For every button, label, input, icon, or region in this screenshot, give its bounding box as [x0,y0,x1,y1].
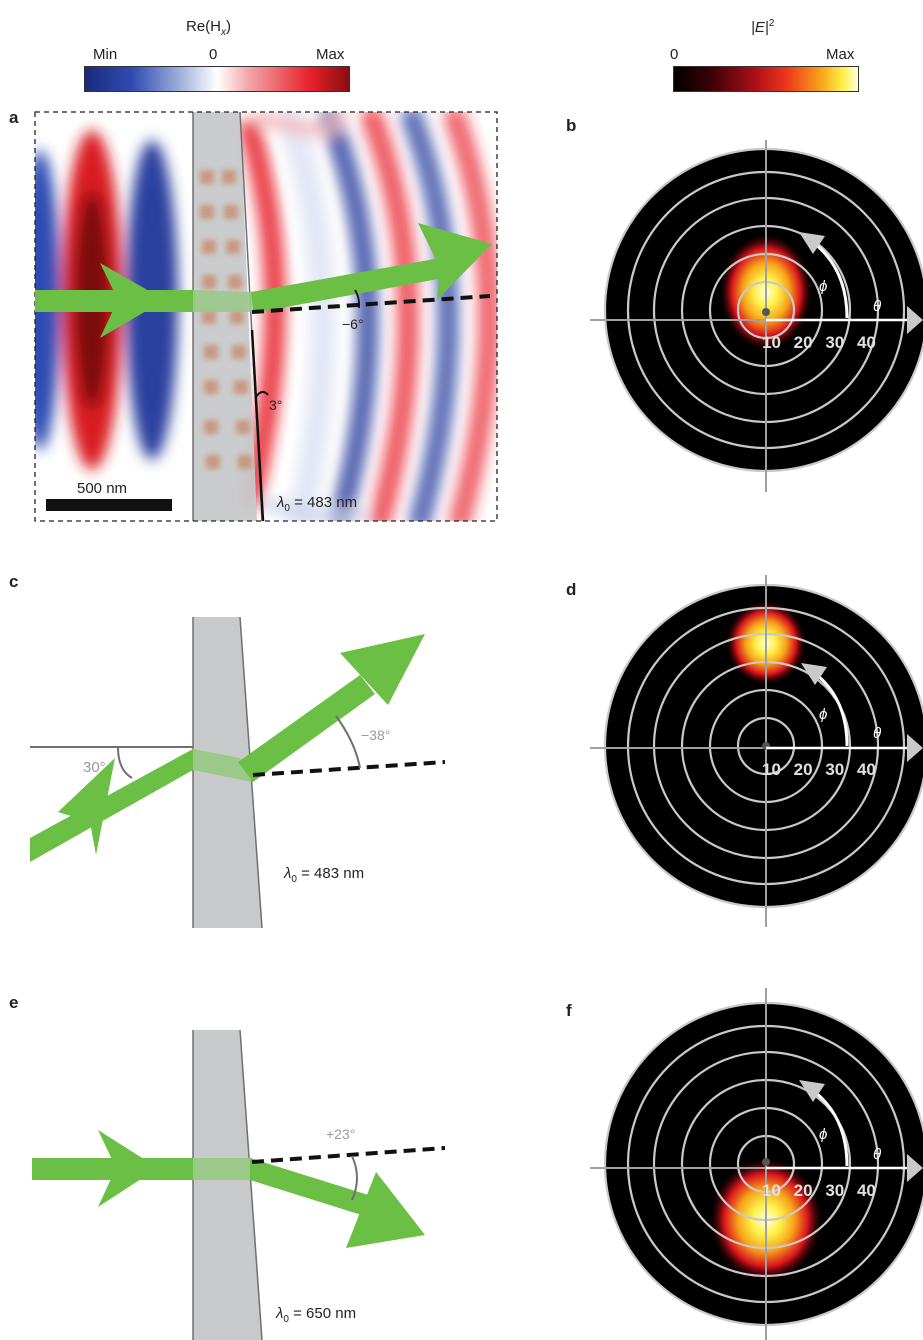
panel-b-ring-labels: 10 20 30 40 [762,333,876,353]
panel-c-lambda: λ [284,865,292,882]
panel-label-c: c [9,572,19,591]
panel-d-ring-labels: 10 20 30 40 [762,760,876,780]
colorbar-right-title-sup: 2 [768,18,775,29]
panel-label-a: a [9,108,19,127]
colorbar-right [673,66,859,92]
panel-c-beam [30,634,425,862]
panel-d-polar-plot [590,575,923,927]
panel-c-angle-in: 30° [83,759,106,776]
panel-c-lambda-sub: 0 [291,874,297,885]
panel-a-tilt-line [250,329,265,522]
colorbar-right-min: 0 [670,46,679,63]
ring-label: 10 [762,1181,781,1200]
ring-label: 40 [856,333,876,352]
panel-f-polar-plot [590,988,923,1340]
ring-label: 20 [793,760,813,779]
ring-label: 30 [825,1181,845,1200]
colorbar-left-min: Min [93,46,118,63]
panel-e-wavelength: λ0 = 650 nm [276,1305,356,1325]
panel-e-lambda-value: = 650 nm [288,1305,357,1322]
panel-e-beam [32,1130,425,1248]
colorbar-left-title-main: Re(H [186,18,222,35]
ring-label: 20 [793,333,813,352]
ring-label: 40 [856,760,876,779]
panel-a-scale-bar [46,499,172,511]
panel-d-phi: ϕ [819,706,828,723]
panel-a-beam [35,223,492,338]
ring-label: 40 [856,1181,876,1200]
colorbar-left-title-close: ) [226,18,232,35]
panel-b-polar-plot [590,140,923,492]
panel-a-angle-arc [354,289,361,309]
panel-e-lambda-sub: 0 [283,1314,289,1325]
panel-a-wavelength: λ0 = 483 nm [277,494,357,514]
panel-a-lambda-value: = 483 nm [289,494,358,511]
panel-a-lambda-sub: 0 [284,503,290,514]
colorbar-right-title-main: |E| [751,19,769,36]
colorbar-left-title: Re(Hx) [186,18,231,38]
ring-label: 30 [825,333,845,352]
panel-label-b: b [566,116,577,135]
colorbar-left [84,66,350,92]
colorbar-left-mid: 0 [209,46,218,63]
panel-b-phi: ϕ [819,278,828,295]
panel-a-angle-out: −6° [342,316,364,332]
panel-c-angle-out: −38° [361,727,391,743]
panel-a-lambda: λ [277,494,285,511]
colorbar-right-max: Max [826,46,855,63]
panel-e-lambda: λ [276,1305,284,1322]
panel-label-e: e [9,993,19,1012]
panel-a-tilt-label: 3° [269,397,283,413]
panel-c-wavelength: λ0 = 483 nm [284,865,364,885]
colorbar-right-title: |E|2 [751,18,774,36]
colorbar-left-title-sub: x [221,27,227,38]
panel-a-normal-line [251,294,491,314]
panel-label-f: f [566,1001,572,1020]
panel-b-theta: θ [873,298,882,315]
ring-label: 10 [762,333,781,352]
panel-c-lambda-value: = 483 nm [296,865,365,882]
panel-label-d: d [566,580,577,599]
panel-f-phi: ϕ [819,1126,828,1143]
panel-d-theta: θ [873,725,882,742]
panel-f-ring-labels: 10 20 30 40 [762,1181,876,1201]
ring-label: 10 [762,760,781,779]
panel-e-angle-out: +23° [326,1126,356,1142]
panel-a-scale-label: 500 nm [77,480,128,497]
colorbar-left-max: Max [316,46,345,63]
panel-f-theta: θ [873,1146,882,1163]
ring-label: 30 [825,760,845,779]
ring-label: 20 [793,1181,813,1200]
